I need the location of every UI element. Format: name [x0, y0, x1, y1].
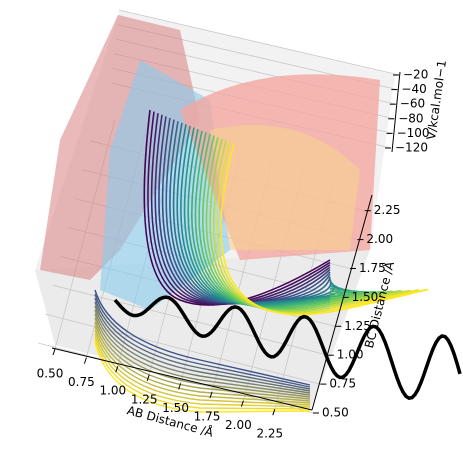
x-tick-label: 2.00: [225, 418, 252, 432]
contour: [94, 317, 311, 400]
x-tick-label: 1.50: [162, 401, 189, 415]
contour: [94, 309, 311, 396]
y-axis: [311, 194, 373, 411]
z-tick-label: −80: [398, 111, 423, 125]
x-tick: [83, 357, 87, 364]
contour: [94, 289, 311, 386]
contour: [94, 297, 311, 390]
contour: [147, 111, 331, 306]
y-tick-label: 1.75: [359, 261, 386, 275]
x-tick: [115, 366, 119, 373]
axes: 0.50 0.75 1.00 1.25 1.50 1.75 2.00 2.25 0.50 0.75…: [37, 68, 430, 441]
contour: [158, 116, 331, 304]
contour: [94, 341, 311, 413]
x-tick: [209, 391, 213, 399]
x-tick: [178, 383, 182, 390]
contour: [143, 109, 331, 306]
z-tick-label: −60: [400, 97, 425, 111]
x-tick-label: 1.00: [99, 384, 126, 398]
contour: [202, 135, 385, 310]
z-tick-label: −40: [401, 82, 426, 96]
y-tick-label: 2.00: [366, 232, 393, 246]
z-tick-label: −20: [403, 68, 428, 82]
contour: [94, 329, 311, 406]
contour: [205, 137, 393, 311]
x-axis: [51, 347, 313, 411]
contour: [94, 321, 311, 402]
trajectory: [113, 295, 462, 401]
y-tick-label: 1.00: [337, 348, 364, 362]
z-tick-label: −120: [395, 141, 428, 155]
x-tick-label: 1.75: [194, 410, 221, 424]
x-tick: [240, 400, 244, 407]
z-axis: [391, 71, 401, 153]
contour: [94, 337, 311, 410]
contour: [94, 293, 311, 388]
contour: [213, 140, 411, 313]
y-tick-label: 0.50: [322, 406, 349, 420]
contour: [94, 305, 311, 394]
contour: [154, 114, 331, 305]
grid-line: [45, 313, 321, 385]
y-tick-label: 1.25: [344, 319, 371, 333]
contours: [94, 109, 429, 413]
contour: [94, 313, 311, 398]
x-tick: [272, 409, 276, 416]
contour: [220, 143, 429, 316]
x-tick: [52, 348, 56, 356]
contour: [209, 138, 402, 312]
contour: [94, 301, 311, 392]
y-tick-label: 1.50: [352, 290, 379, 304]
contour: [161, 117, 331, 304]
x-tick-label: 2.25: [256, 427, 283, 441]
x-tick-label: 0.75: [68, 375, 95, 389]
grid-line: [52, 284, 328, 356]
surface: [40, 15, 380, 310]
surface-ridge: [210, 125, 360, 250]
y-tick-label: 2.25: [374, 203, 401, 217]
x-tick-label: 1.25: [131, 392, 158, 406]
x-tick-label: 0.50: [37, 367, 64, 381]
contour: [94, 325, 311, 404]
z-tick-label: −100: [397, 126, 430, 140]
contour: [165, 119, 331, 304]
grid-line: [118, 9, 400, 76]
contour: [150, 113, 331, 305]
x-tick: [146, 374, 150, 381]
contour: [94, 333, 311, 408]
grid-line: [37, 342, 314, 414]
y-tick-label: 0.75: [329, 377, 356, 391]
